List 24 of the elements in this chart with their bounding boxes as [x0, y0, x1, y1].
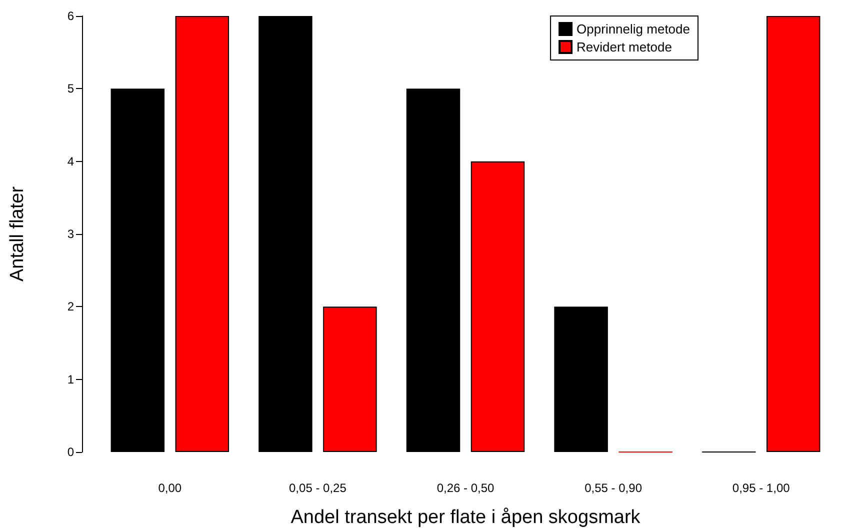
y-tick-label: 1: [67, 372, 74, 386]
bar: [323, 306, 377, 452]
y-axis-title: Antall flater: [7, 186, 28, 282]
y-tick-label: 6: [67, 9, 74, 23]
y-tick-label: 0: [67, 445, 74, 459]
x-tick-label: 0,95 - 1,00: [732, 481, 790, 495]
y-tick-label: 4: [67, 154, 74, 168]
bar: [470, 161, 525, 452]
x-tick-label: 0,55 - 0,90: [584, 481, 642, 495]
x-tick-label: 0,05 - 0,25: [289, 481, 347, 495]
y-tick-label: 5: [67, 82, 74, 96]
y-tick-label: 2: [67, 300, 74, 314]
y-tick-label: 3: [67, 227, 74, 241]
bar: [175, 16, 230, 452]
x-tick-label: 0,26 - 0,50: [436, 481, 495, 495]
bar: [554, 306, 608, 452]
legend-label: Revidert metode: [576, 40, 672, 54]
legend-label: Opprinnelig metode: [576, 22, 690, 36]
bar: [406, 88, 460, 452]
x-tick-label: 0,00: [158, 481, 182, 495]
bar: [110, 88, 165, 452]
x-axis-title: Andel transekt per flate i åpen skogsmark: [290, 507, 641, 528]
bar: [258, 16, 312, 452]
bar: [766, 16, 820, 452]
